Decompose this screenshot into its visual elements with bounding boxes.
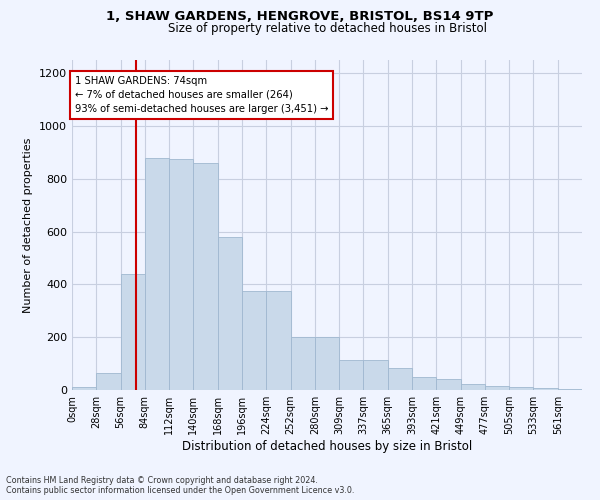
Bar bbox=[461, 384, 485, 390]
Bar bbox=[412, 377, 436, 390]
Bar bbox=[121, 274, 145, 390]
Bar bbox=[388, 368, 412, 390]
Text: 1 SHAW GARDENS: 74sqm
← 7% of detached houses are smaller (264)
93% of semi-deta: 1 SHAW GARDENS: 74sqm ← 7% of detached h… bbox=[74, 76, 328, 114]
Bar bbox=[218, 237, 242, 390]
Bar bbox=[72, 387, 96, 390]
X-axis label: Distribution of detached houses by size in Bristol: Distribution of detached houses by size … bbox=[182, 440, 472, 453]
Y-axis label: Number of detached properties: Number of detached properties bbox=[23, 138, 34, 312]
Bar bbox=[364, 360, 388, 390]
Bar bbox=[339, 360, 364, 390]
Text: Contains HM Land Registry data © Crown copyright and database right 2024.
Contai: Contains HM Land Registry data © Crown c… bbox=[6, 476, 355, 495]
Bar bbox=[533, 388, 558, 390]
Bar bbox=[315, 337, 339, 390]
Bar bbox=[509, 388, 533, 390]
Bar bbox=[290, 337, 315, 390]
Text: 1, SHAW GARDENS, HENGROVE, BRISTOL, BS14 9TP: 1, SHAW GARDENS, HENGROVE, BRISTOL, BS14… bbox=[106, 10, 494, 23]
Bar bbox=[558, 388, 582, 390]
Bar bbox=[485, 386, 509, 390]
Bar bbox=[242, 291, 266, 390]
Bar bbox=[436, 380, 461, 390]
Bar bbox=[96, 373, 121, 390]
Bar bbox=[169, 159, 193, 390]
Title: Size of property relative to detached houses in Bristol: Size of property relative to detached ho… bbox=[167, 22, 487, 35]
Bar bbox=[145, 158, 169, 390]
Bar bbox=[193, 163, 218, 390]
Bar bbox=[266, 291, 290, 390]
